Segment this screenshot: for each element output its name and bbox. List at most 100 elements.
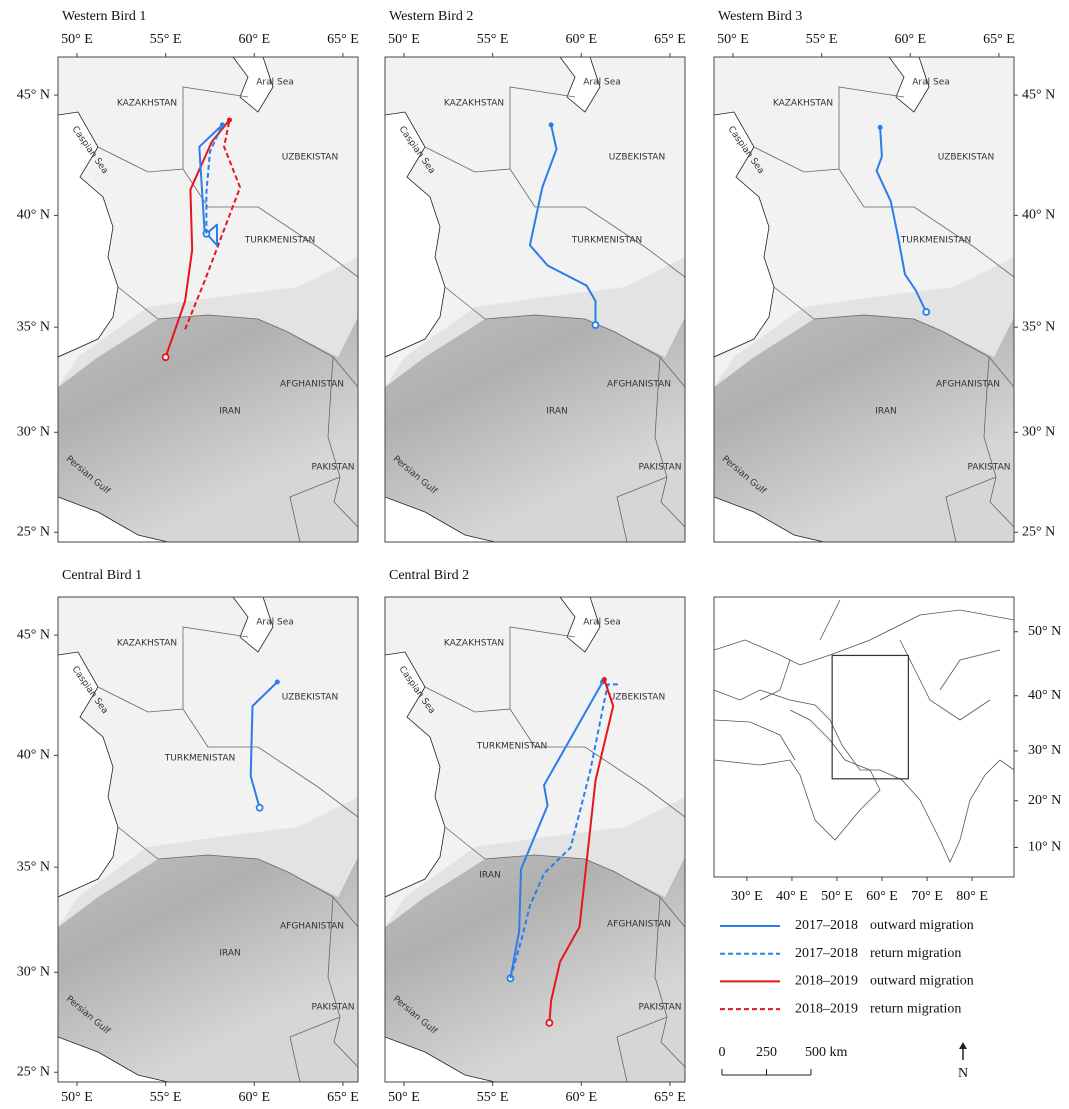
place-label: KAZAKHSTAN	[117, 639, 177, 649]
lon-tick-label: 60° E	[238, 1090, 270, 1105]
place-label: UZBEKISTAN	[609, 153, 665, 163]
panel-title: Central Bird 1	[62, 568, 142, 583]
lon-tick-label: 80° E	[956, 889, 988, 904]
place-label: AFGHANISTAN	[280, 380, 344, 390]
place-label: TURKMENISTAN	[476, 742, 547, 752]
legend-period: 2018–2019	[795, 1001, 858, 1016]
lon-tick-label: 50° E	[821, 889, 853, 904]
lon-tick-label: 50° E	[388, 1090, 420, 1105]
lon-tick-label: 50° E	[61, 32, 93, 47]
track-end	[163, 354, 169, 360]
lon-tick-label: 55° E	[150, 1090, 182, 1105]
place-label: IRAN	[219, 407, 240, 417]
lat-tick-label: 20° N	[1028, 793, 1061, 808]
place-label: TURKMENISTAN	[164, 754, 235, 764]
place-label: PAKISTAN	[639, 1003, 682, 1013]
lon-tick-label: 65° E	[327, 32, 359, 47]
lat-tick-label: 35° N	[1022, 319, 1055, 334]
north-arrow-head	[959, 1042, 967, 1049]
track-end	[923, 309, 929, 315]
lat-tick-label: 30° N	[1022, 425, 1055, 440]
track-start	[602, 677, 607, 682]
place-label: PAKISTAN	[312, 1003, 355, 1013]
lon-tick-label: 60° E	[565, 1090, 597, 1105]
lat-tick-label: 45° N	[17, 87, 50, 102]
place-label: IRAN	[546, 407, 567, 417]
lon-tick-label: 50° E	[388, 32, 420, 47]
place-label: UZBEKISTAN	[282, 693, 338, 703]
track-end	[546, 1020, 552, 1026]
lat-tick-label: 30° N	[1028, 743, 1061, 758]
lon-tick-label: 40° E	[776, 889, 808, 904]
lat-tick-label: 40° N	[1028, 688, 1061, 703]
track-start	[275, 679, 280, 684]
place-label: KAZAKHSTAN	[444, 639, 504, 649]
lat-tick-label: 40° N	[17, 208, 50, 223]
place-label: Aral Sea	[256, 618, 294, 628]
panel-title: Western Bird 1	[62, 9, 146, 24]
track-start	[227, 117, 232, 122]
scale-label: 500 km	[805, 1045, 848, 1060]
lon-tick-label: 55° E	[150, 32, 182, 47]
place-label: TURKMENISTAN	[244, 236, 315, 246]
legend-label: return migration	[870, 1001, 961, 1016]
place-label: Aral Sea	[256, 78, 294, 88]
lat-tick-label: 25° N	[17, 524, 50, 539]
scale-label: 0	[719, 1045, 726, 1060]
lat-tick-label: 45° N	[1022, 87, 1055, 102]
place-label: KAZAKHSTAN	[444, 99, 504, 109]
lon-tick-label: 55° E	[477, 1090, 509, 1105]
place-label: UZBEKISTAN	[938, 153, 994, 163]
lon-tick-label: 65° E	[654, 32, 686, 47]
lon-tick-label: 70° E	[911, 889, 943, 904]
track-start	[220, 122, 225, 127]
place-label: AFGHANISTAN	[607, 920, 671, 930]
lat-tick-label: 10° N	[1028, 840, 1061, 855]
place-label: AFGHANISTAN	[607, 380, 671, 390]
legend-period: 2017–2018	[795, 918, 858, 933]
legend-period: 2018–2019	[795, 974, 858, 989]
lat-tick-label: 25° N	[17, 1064, 50, 1079]
lon-tick-label: 50° E	[717, 32, 749, 47]
place-label: PAKISTAN	[312, 463, 355, 473]
track-end	[257, 805, 263, 811]
lat-tick-label: 35° N	[17, 859, 50, 874]
lat-tick-label: 40° N	[1022, 208, 1055, 223]
lon-tick-label: 60° E	[565, 32, 597, 47]
page: { "lon_range": [48.93, 65.85], "lat_rang…	[0, 0, 1069, 1109]
lon-tick-label: 65° E	[983, 32, 1015, 47]
north-label: N	[958, 1066, 968, 1081]
scale-label: 250	[756, 1045, 777, 1060]
legend-label: outward migration	[870, 918, 974, 933]
lon-tick-label: 60° E	[238, 32, 270, 47]
place-label: KAZAKHSTAN	[117, 99, 177, 109]
lon-tick-label: 55° E	[477, 32, 509, 47]
lat-tick-label: 35° N	[17, 319, 50, 334]
place-label: PAKISTAN	[968, 463, 1011, 473]
place-label: IRAN	[875, 407, 896, 417]
overview-frame	[714, 597, 1014, 877]
panel-title: Central Bird 2	[389, 568, 469, 583]
figure: Western Bird 1Aral SeaKAZAKHSTANCaspian …	[0, 0, 1069, 1109]
track-end	[592, 322, 598, 328]
lat-tick-label: 40° N	[17, 748, 50, 763]
place-label: Aral Sea	[912, 78, 950, 88]
place-label: IRAN	[219, 949, 240, 959]
place-label: TURKMENISTAN	[571, 236, 642, 246]
panel-title: Western Bird 3	[718, 9, 802, 24]
place-label: KAZAKHSTAN	[773, 99, 833, 109]
legend-label: outward migration	[870, 974, 974, 989]
place-label: PAKISTAN	[639, 463, 682, 473]
place-label: TURKMENISTAN	[900, 236, 971, 246]
track-start	[549, 122, 554, 127]
track-start	[878, 125, 883, 130]
place-label: UZBEKISTAN	[282, 153, 338, 163]
lat-tick-label: 30° N	[17, 965, 50, 980]
lat-tick-label: 30° N	[17, 425, 50, 440]
place-label: IRAN	[479, 871, 500, 881]
legend-period: 2017–2018	[795, 946, 858, 961]
lon-tick-label: 50° E	[61, 1090, 93, 1105]
lon-tick-label: 60° E	[894, 32, 926, 47]
lon-tick-label: 65° E	[654, 1090, 686, 1105]
lon-tick-label: 55° E	[806, 32, 838, 47]
